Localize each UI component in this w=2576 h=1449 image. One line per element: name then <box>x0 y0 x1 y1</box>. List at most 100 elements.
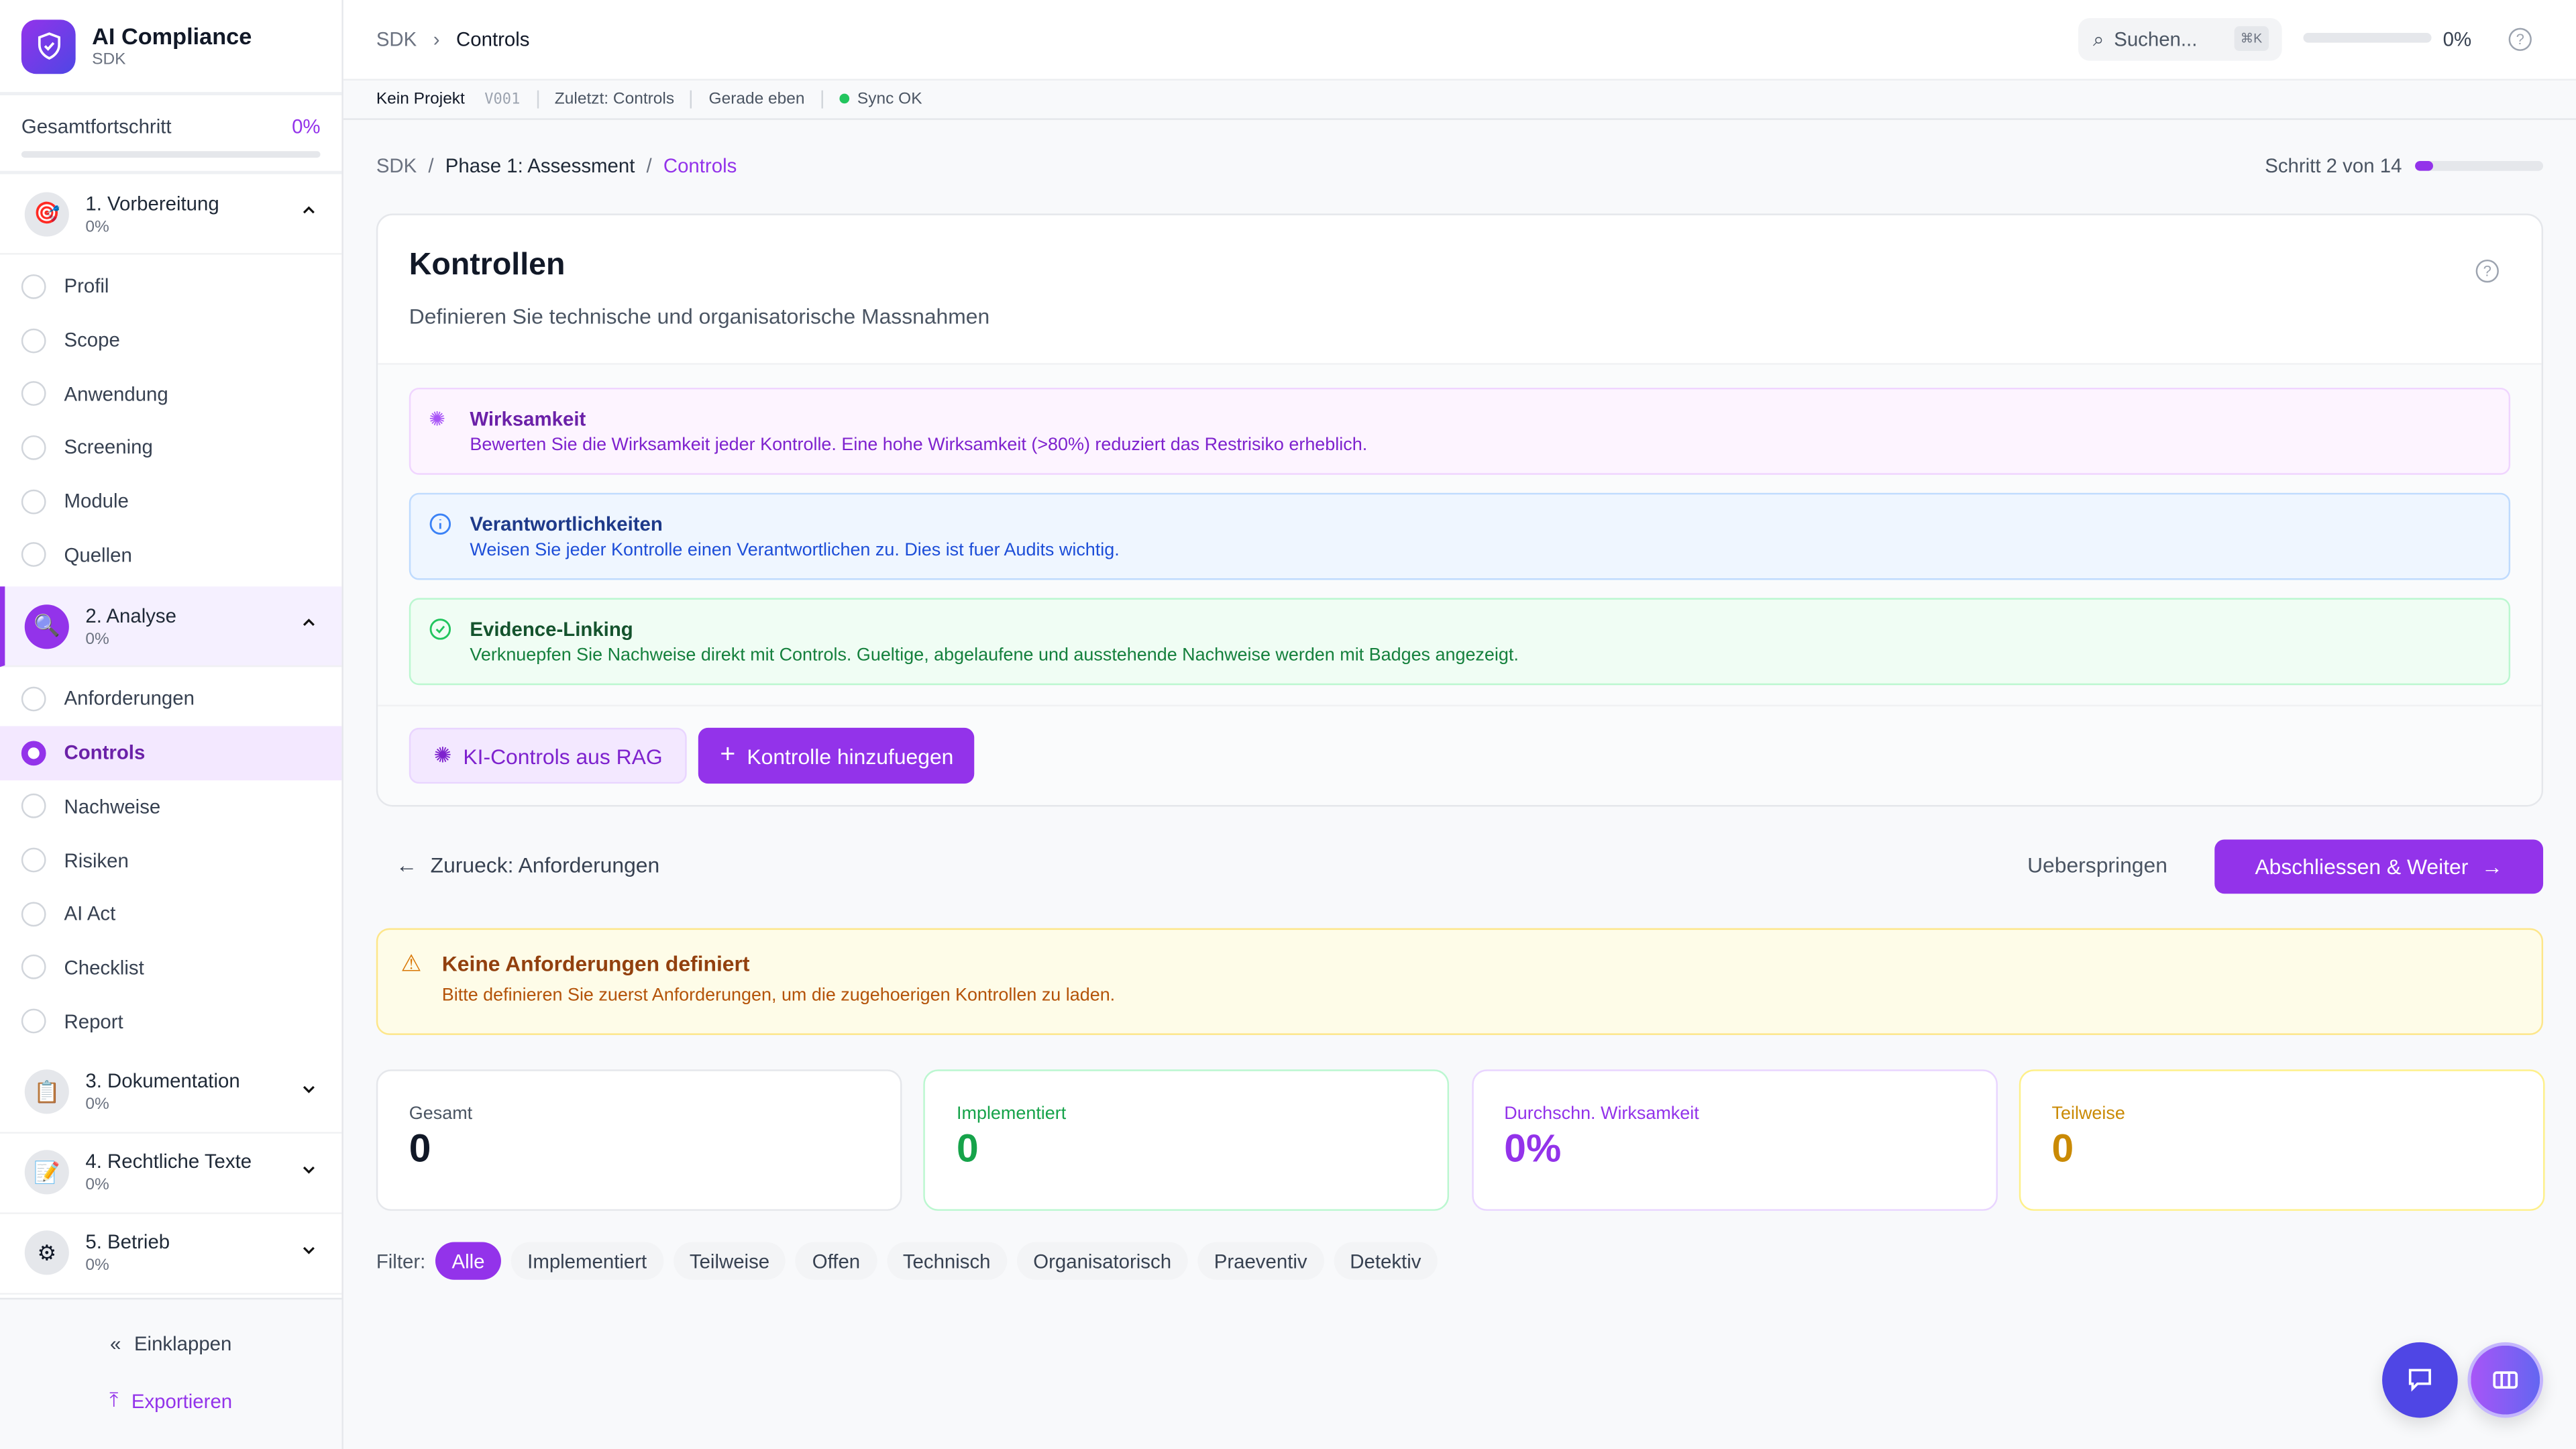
sidebar-item-nachweise[interactable]: Nachweise <box>0 780 341 833</box>
filter-chip[interactable]: Implementiert <box>511 1242 663 1280</box>
sidebar-item-label: Checklist <box>64 956 144 979</box>
sidebar-group-1[interactable]: 🎯 1. Vorbereitung 0% <box>0 174 342 255</box>
sidebar-item-label: Anforderungen <box>64 687 195 711</box>
filter-chip[interactable]: Organisatorisch <box>1016 1242 1188 1280</box>
page-title: Kontrollen <box>409 248 566 283</box>
sidebar-group-5[interactable]: ⚙ 5. Betrieb 0% <box>0 1214 342 1295</box>
step-status-icon <box>21 740 46 765</box>
sidebar-item-anforderungen[interactable]: Anforderungen <box>0 672 341 726</box>
shield-icon <box>21 19 76 73</box>
complete-next-button[interactable]: Abschliessen & Weiter → <box>2214 839 2544 894</box>
sidebar-item-ai-act[interactable]: AI Act <box>0 887 341 941</box>
chat-button[interactable] <box>2382 1342 2458 1418</box>
save-time: Gerade eben <box>690 90 821 109</box>
upload-icon: ⤒ <box>109 1388 119 1411</box>
sidebar-item-profil[interactable]: Profil <box>0 260 341 313</box>
filter-chip[interactable]: Praeventiv <box>1197 1242 1324 1280</box>
filter-chip[interactable]: Technisch <box>886 1242 1008 1280</box>
memo-icon: 📝 <box>24 1150 69 1195</box>
chevron-down-icon[interactable] <box>301 1242 317 1258</box>
sidebar-item-report[interactable]: Report <box>0 994 341 1048</box>
group-progress: 0% <box>85 1096 109 1115</box>
next-label: Abschliessen & Weiter <box>2255 854 2469 879</box>
warning-triangle-icon: ⚠ <box>400 949 422 976</box>
header-breadcrumb: SDK › Controls <box>376 28 530 51</box>
search-input[interactable]: ⌕ Suchen... ⌘K <box>2078 17 2282 61</box>
columns-button[interactable] <box>2467 1342 2544 1418</box>
sidebar-item-checklist[interactable]: Checklist <box>0 941 341 994</box>
help-icon[interactable]: ? <box>2475 259 2499 283</box>
sidebar-item-module[interactable]: Module <box>0 474 341 528</box>
stat-label: Implementiert <box>957 1104 1067 1124</box>
filter-label: Filter: <box>376 1249 426 1273</box>
chevron-up-icon[interactable] <box>301 202 317 218</box>
filter-chip[interactable]: Alle <box>435 1242 501 1280</box>
stat-card: Durchschn. Wirksamkeit 0% <box>1471 1069 1997 1211</box>
back-button[interactable]: ← Zurueck: Anforderungen <box>396 853 659 877</box>
lightbulb-icon: ✺ <box>429 407 445 431</box>
sidebar-item-anwendung[interactable]: Anwendung <box>0 367 341 421</box>
group-label: 1. Vorbereitung <box>85 191 219 215</box>
filter-chip[interactable]: Detektiv <box>1333 1242 1438 1280</box>
info-icon <box>429 513 451 535</box>
breadcrumb-root[interactable]: SDK <box>376 154 417 178</box>
stat-value: 0 <box>409 1127 431 1172</box>
filter-chip[interactable]: Offen <box>796 1242 877 1280</box>
arrow-right-icon: → <box>2481 854 2503 879</box>
chevron-down-icon[interactable] <box>301 1161 317 1177</box>
export-button[interactable]: ⤒ Exportieren <box>0 1388 341 1413</box>
alert-text: Weisen Sie jeder Kontrolle einen Verantw… <box>470 540 1120 561</box>
group-label: 5. Betrieb <box>85 1231 170 1254</box>
chevrons-left-icon: « <box>109 1332 121 1356</box>
step-status-icon <box>21 847 46 873</box>
step-progress-fill <box>2415 161 2434 171</box>
group-progress: 0% <box>85 217 109 236</box>
sidebar-group-3[interactable]: 📋 3. Dokumentation 0% <box>0 1053 342 1134</box>
sidebar-group-4[interactable]: 📝 4. Rechtliche Texte 0% <box>0 1134 342 1214</box>
warning-text: Bitte definieren Sie zuerst Anforderunge… <box>441 985 1116 1006</box>
stat-value: 0 <box>2051 1127 2074 1172</box>
stat-value: 0% <box>1504 1127 1562 1172</box>
rag-label: KI-Controls aus RAG <box>463 743 663 768</box>
alert-text: Bewerten Sie die Wirksamkeit jeder Kontr… <box>470 435 1368 455</box>
sidebar-item-label: Scope <box>64 328 120 352</box>
sidebar-item-scope[interactable]: Scope <box>0 313 341 367</box>
rag-controls-button[interactable]: ✺ KI-Controls aus RAG <box>409 727 688 784</box>
step-status-icon <box>21 381 46 407</box>
skip-button[interactable]: Ueberspringen <box>2027 853 2167 877</box>
stat-card: Gesamt 0 <box>376 1069 902 1211</box>
sync-status: Sync OK <box>821 90 938 109</box>
sidebar-item-quellen[interactable]: Quellen <box>0 528 341 582</box>
project-name: Kein Projekt V001 <box>376 91 537 109</box>
top-header: SDK › Controls ⌕ Suchen... ⌘K 0% ? <box>343 0 2576 81</box>
lightbulb-icon: ✺ <box>433 742 452 767</box>
breadcrumb-phase[interactable]: Phase 1: Assessment <box>445 154 635 178</box>
sidebar-item-risiken[interactable]: Risiken <box>0 833 341 887</box>
chevron-up-icon[interactable] <box>301 614 317 631</box>
sidebar-group-2[interactable]: 🔍 2. Analyse 0% <box>0 586 342 667</box>
sidebar-item-label: Quellen <box>64 543 132 567</box>
sidebar-item-label: Nachweise <box>64 794 161 818</box>
header-progress-value: 0% <box>2443 28 2472 51</box>
filter-chip[interactable]: Teilweise <box>673 1242 786 1280</box>
breadcrumb-current: Controls <box>663 154 737 178</box>
status-bar: Kein Projekt V001 Zuletzt: Controls Gerad… <box>343 80 2576 120</box>
crumb-root[interactable]: SDK <box>376 28 417 51</box>
step-status-icon <box>21 327 46 353</box>
breadcrumb: SDK / Phase 1: Assessment / Controls <box>376 154 737 178</box>
help-icon[interactable]: ? <box>2508 28 2532 51</box>
add-control-button[interactable]: + Kontrolle hinzufuegen <box>698 727 975 784</box>
alert-text: Verknuepfen Sie Nachweise direkt mit Con… <box>470 645 1519 665</box>
sidebar-item-label: Risiken <box>64 848 129 872</box>
sidebar-item-screening[interactable]: Screening <box>0 421 341 474</box>
app-title: AI Compliance <box>92 23 252 50</box>
sync-dot-icon <box>839 93 849 104</box>
step-navigation: ← Zurueck: Anforderungen Ueberspringen Ab… <box>376 839 2544 894</box>
chevron-down-icon[interactable] <box>301 1081 317 1097</box>
progress-value: 0% <box>292 115 321 138</box>
crumb-current: Controls <box>456 28 530 51</box>
sidebar-item-label: Module <box>64 490 129 513</box>
collapse-button[interactable]: « Einklappen <box>0 1332 341 1355</box>
sidebar-item-controls[interactable]: Controls <box>0 725 342 780</box>
app-subtitle: SDK <box>92 50 126 69</box>
